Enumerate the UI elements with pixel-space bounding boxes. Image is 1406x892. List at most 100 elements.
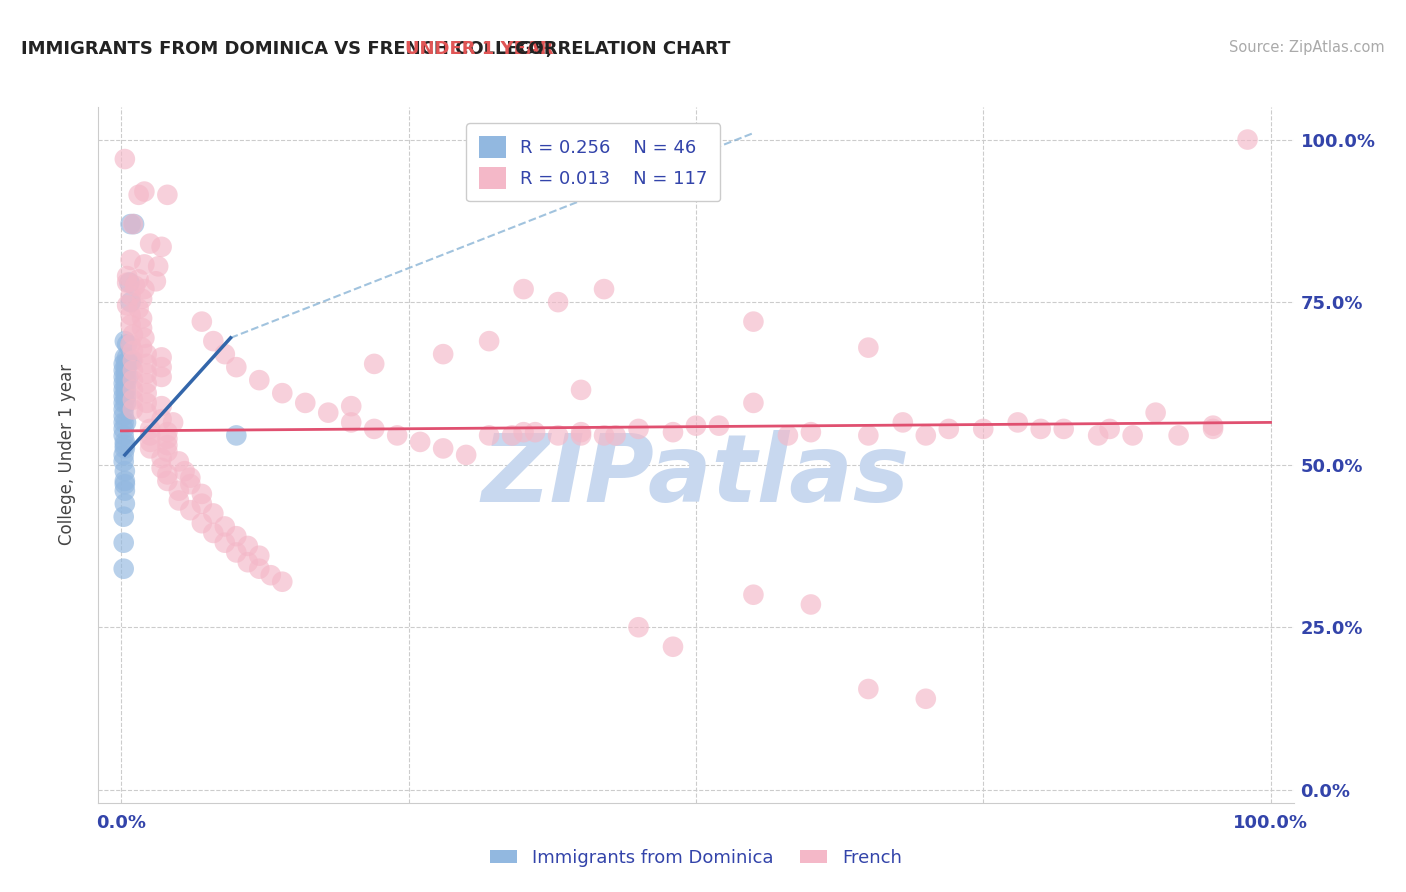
- Point: [547, 295, 569, 310]
- Point: [593, 428, 616, 442]
- Point: [456, 448, 478, 462]
- Point: [340, 416, 363, 430]
- Point: [858, 428, 880, 442]
- Point: [1144, 406, 1167, 420]
- Legend: Immigrants from Dominica, French: Immigrants from Dominica, French: [484, 841, 908, 874]
- Point: [114, 477, 136, 491]
- Point: [167, 483, 190, 498]
- Point: [128, 187, 150, 202]
- Point: [131, 321, 153, 335]
- Point: [150, 351, 173, 365]
- Y-axis label: College, Under 1 year: College, Under 1 year: [58, 364, 76, 546]
- Point: [569, 425, 592, 439]
- Point: [167, 454, 190, 468]
- Point: [114, 334, 136, 348]
- Point: [115, 276, 138, 290]
- Point: [135, 357, 157, 371]
- Point: [260, 568, 283, 582]
- Point: [114, 483, 136, 498]
- Point: [117, 357, 139, 371]
- Point: [115, 383, 138, 397]
- Point: [271, 386, 294, 401]
- Point: [112, 448, 135, 462]
- Point: [120, 337, 142, 351]
- Point: [569, 383, 592, 397]
- Point: [112, 383, 135, 397]
- Point: [118, 353, 141, 368]
- Point: [179, 477, 201, 491]
- Point: [236, 555, 259, 569]
- Point: [124, 278, 146, 293]
- Point: [891, 416, 914, 430]
- Point: [115, 351, 138, 365]
- Point: [742, 396, 765, 410]
- Text: UNDER 1 YEAR: UNDER 1 YEAR: [405, 40, 553, 58]
- Point: [191, 487, 214, 501]
- Point: [134, 282, 156, 296]
- Point: [501, 428, 523, 442]
- Point: [236, 539, 259, 553]
- Point: [122, 373, 145, 387]
- Point: [316, 406, 339, 420]
- Point: [117, 370, 139, 384]
- Point: [112, 389, 135, 403]
- Point: [858, 341, 880, 355]
- Point: [225, 529, 247, 543]
- Point: [271, 574, 294, 589]
- Point: [112, 409, 135, 423]
- Point: [800, 425, 823, 439]
- Point: [385, 428, 409, 442]
- Point: [114, 497, 136, 511]
- Point: [134, 331, 156, 345]
- Point: [1007, 416, 1029, 430]
- Point: [150, 240, 173, 254]
- Point: [214, 535, 236, 549]
- Point: [191, 497, 214, 511]
- Point: [179, 471, 201, 485]
- Point: [115, 269, 138, 284]
- Point: [139, 442, 162, 456]
- Point: [112, 370, 135, 384]
- Point: [914, 428, 936, 442]
- Point: [179, 503, 201, 517]
- Point: [512, 425, 534, 439]
- Point: [114, 152, 136, 166]
- Point: [139, 422, 162, 436]
- Point: [122, 392, 145, 407]
- Point: [112, 535, 135, 549]
- Point: [662, 425, 685, 439]
- Point: [118, 276, 141, 290]
- Point: [800, 598, 823, 612]
- Point: [707, 418, 730, 433]
- Point: [294, 396, 316, 410]
- Point: [112, 509, 135, 524]
- Point: [191, 315, 214, 329]
- Point: [131, 341, 153, 355]
- Point: [128, 301, 150, 316]
- Point: [432, 347, 454, 361]
- Text: ZIPatlas: ZIPatlas: [482, 430, 910, 522]
- Point: [112, 422, 135, 436]
- Point: [122, 217, 145, 231]
- Point: [858, 681, 880, 696]
- Point: [167, 493, 190, 508]
- Point: [148, 260, 170, 274]
- Point: [112, 428, 135, 442]
- Point: [972, 422, 994, 436]
- Point: [131, 311, 153, 326]
- Point: [120, 308, 142, 322]
- Point: [150, 461, 173, 475]
- Point: [128, 272, 150, 286]
- Point: [202, 334, 225, 348]
- Point: [478, 428, 501, 442]
- Point: [685, 418, 707, 433]
- Point: [114, 351, 136, 365]
- Point: [1202, 422, 1225, 436]
- Point: [112, 357, 135, 371]
- Point: [112, 402, 135, 417]
- Point: [340, 399, 363, 413]
- Point: [627, 620, 650, 634]
- Point: [150, 451, 173, 466]
- Point: [131, 292, 153, 306]
- Point: [1053, 422, 1076, 436]
